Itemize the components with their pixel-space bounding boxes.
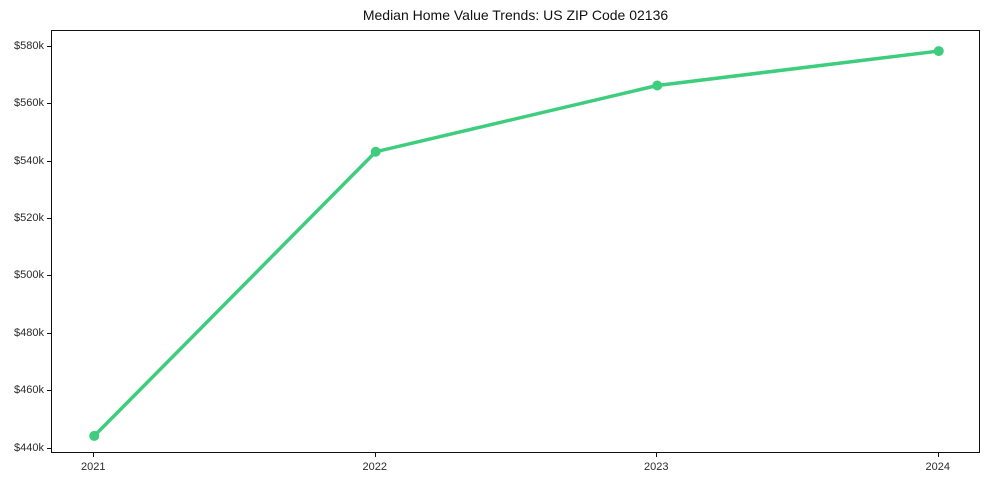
x-tick-mark [374,453,376,457]
y-tick-mark [47,275,51,277]
y-tick-label: $520k [14,212,44,225]
y-tick-label: $460k [14,384,44,397]
y-tick-mark [47,447,51,449]
y-tick-label: $500k [14,269,44,282]
x-tick-mark [937,453,939,457]
y-tick-mark [47,332,51,334]
x-tick-label: 2022 [362,461,387,473]
y-tick-label: $480k [14,326,44,339]
data-point-marker [933,46,944,57]
trend-line [92,49,941,438]
y-tick-label: $580k [14,40,44,53]
data-point-marker [652,80,663,91]
y-tick-label: $560k [14,97,44,110]
y-tick-mark [47,160,51,162]
data-point-marker [370,146,381,157]
x-tick-mark [93,453,95,457]
x-tick-label: 2023 [644,461,669,473]
y-tick-mark [47,218,51,220]
y-tick-mark [47,46,51,48]
x-tick-label: 2024 [925,461,951,473]
chart-title: Median Home Value Trends: US ZIP Code 02… [362,7,669,23]
plot-area [51,30,980,453]
y-tick-mark [47,103,51,105]
y-tick-mark [47,390,51,392]
y-tick-label: $540k [14,154,44,167]
x-tick-label: 2021 [80,461,106,473]
data-point-marker [89,430,100,441]
y-tick-label: $440k [14,441,44,454]
line-series [89,46,944,441]
x-tick-mark [656,453,658,457]
